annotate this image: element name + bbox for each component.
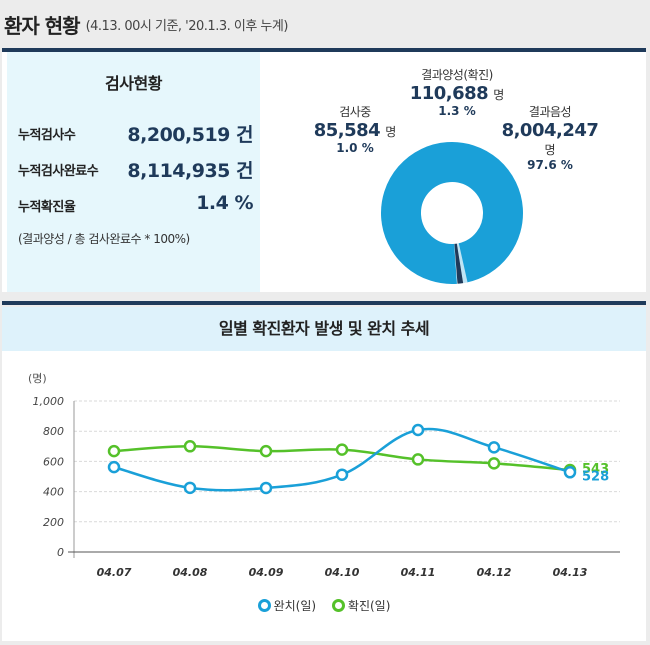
data-point-confirmed	[183, 440, 197, 453]
data-point-recovered	[563, 466, 577, 479]
data-point-recovered	[335, 468, 349, 481]
testing-label: 검사중	[339, 105, 371, 119]
test-summary-heading: 검사현황	[105, 74, 162, 93]
donut-slice-negative	[381, 142, 523, 284]
legend-item-recovered[interactable]: 완치(일)	[257, 597, 317, 614]
completed-tests-label: 누적검사완료수	[18, 164, 99, 179]
cumulative-tests-value: 8,200,519 건	[127, 124, 253, 146]
positive-pct: 1.3 %	[438, 104, 476, 118]
negative-unit: 명	[544, 143, 556, 157]
test-result-donut	[381, 142, 523, 284]
x-tick-label: 04.12	[477, 566, 512, 579]
testing-unit: 명	[385, 125, 397, 139]
positive-rate-value: 1.4 %	[196, 192, 253, 214]
testing-pct: 1.0 %	[336, 141, 374, 155]
end-label-recovered: 528	[582, 469, 609, 484]
positive-rate-note: (결과양성 / 총 검사완료수 * 100%)	[18, 232, 190, 246]
data-point-recovered	[259, 481, 273, 495]
positive-rate-label: 누적확진율	[18, 200, 76, 215]
chart-legend: 완치(일) 확진(일)	[2, 597, 646, 615]
test-summary-box: 검사현황 누적검사수 8,200,519 건 누적검사완료수 8,114,935…	[7, 52, 260, 292]
x-tick-label: 04.11	[401, 566, 436, 579]
data-point-confirmed	[411, 453, 425, 466]
y-tick-label: 800	[43, 425, 64, 438]
chart-title: 일별 확진환자 발생 및 완치 추세	[2, 307, 646, 351]
cumulative-tests-label: 누적검사수	[18, 128, 76, 143]
page-header: 환자 현황 (4.13. 00시 기준, '20.1.3. 이후 누계)	[0, 0, 650, 48]
donut-label-positive: 결과양성(확진) 110,688 명 1.3 %	[394, 66, 520, 118]
x-tick-label: 04.09	[249, 566, 284, 579]
section-divider	[2, 301, 646, 305]
x-tick-label: 04.10	[325, 566, 360, 579]
data-point-recovered	[107, 460, 121, 474]
y-tick-label: 200	[43, 516, 64, 529]
x-tick-label: 04.13	[553, 566, 588, 579]
donut-label-testing: 검사중 85,584 명 1.0 %	[302, 103, 408, 155]
page-title: 환자 현황	[4, 13, 81, 38]
data-point-recovered	[411, 423, 425, 437]
end-label-confirmed: 543	[582, 462, 609, 477]
daily-trend-line-chart: (명) 0 200 400 600 800 1,000 04.07 04.08 04.09 04.…	[28, 372, 620, 579]
positive-unit: 명	[493, 88, 505, 102]
data-point-confirmed	[487, 457, 501, 470]
legend-item-confirmed[interactable]: 확진(일)	[331, 597, 391, 614]
data-point-confirmed	[335, 443, 349, 456]
x-tick-label: 04.07	[97, 566, 132, 579]
confirmed-marker-icon	[331, 599, 345, 612]
y-tick-label: 400	[43, 486, 64, 499]
legend-confirmed-label: 확진(일)	[347, 599, 391, 613]
page-subtitle: (4.13. 00시 기준, '20.1.3. 이후 누계)	[85, 18, 289, 34]
data-point-recovered	[183, 481, 197, 495]
data-point-recovered	[487, 441, 501, 454]
data-point-confirmed	[107, 444, 121, 458]
positive-label: 결과양성(확진)	[421, 68, 493, 82]
negative-pct: 97.6 %	[527, 158, 573, 172]
recovered-marker-icon	[257, 599, 271, 612]
testing-value: 85,584	[313, 120, 381, 141]
positive-value: 110,688	[409, 83, 489, 104]
donut-label-negative: 결과음성 8,004,247 명 97.6 %	[495, 103, 605, 172]
y-axis-label: (명)	[28, 372, 47, 385]
negative-label: 결과음성	[528, 105, 572, 119]
y-tick-label: 600	[43, 455, 64, 468]
header-divider	[2, 48, 646, 52]
y-tick-label: 0	[57, 546, 64, 559]
completed-tests-value: 8,114,935 건	[127, 160, 253, 182]
data-point-confirmed	[259, 444, 273, 458]
series-line-recovered	[113, 427, 571, 492]
x-tick-label: 04.08	[173, 566, 208, 579]
legend-recovered-label: 완치(일)	[273, 599, 317, 613]
donut-slice-testing	[381, 142, 523, 284]
test-status-panel: 검사현황 누적검사수 8,200,519 건 누적검사완료수 8,114,935…	[2, 52, 646, 292]
y-tick-label: 1,000	[33, 395, 65, 408]
negative-value: 8,004,247	[501, 120, 599, 141]
daily-trend-panel: 일별 확진환자 발생 및 완치 추세 (명) 0 200 400 600 800 1,00…	[2, 307, 646, 641]
